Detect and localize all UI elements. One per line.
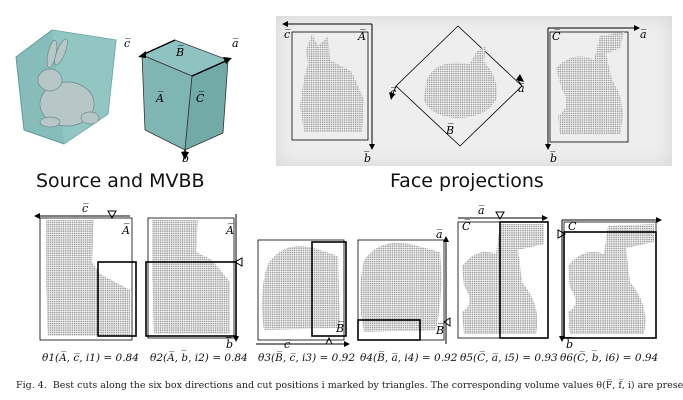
figure-caption: Fig. 4. Best cuts along the six box direc… <box>16 380 683 391</box>
proj-A-top-label: c̅ <box>284 28 291 41</box>
cut-1-top-label: c̅ <box>82 202 89 215</box>
cut-2-formula: θ2(A̅, b̅, i2) = 0.84 <box>150 352 248 364</box>
cut-1-face-label: A̅ <box>122 224 130 237</box>
proj-A-face-label: A̅ <box>358 30 366 43</box>
cut-6-face-label: C̅ <box>568 220 577 233</box>
face-label-B: B̅ <box>176 46 185 59</box>
mvbb-box-diagram <box>138 39 232 160</box>
proj-A-side-label: b̅ <box>364 152 372 165</box>
axis-label-b: b̅ <box>182 152 190 165</box>
cut-panel-4 <box>357 236 451 344</box>
figure-caption-text: Best cuts along the six box directions a… <box>52 380 683 391</box>
projection-C <box>545 25 640 150</box>
cut-5-formula: θ5(C̅, a̅, i5) = 0.93 <box>460 352 558 364</box>
cut-panel-3 <box>256 239 350 347</box>
bunny-in-box-illustration <box>15 29 117 145</box>
cut-3-side-label: c̅ <box>284 338 291 351</box>
cut-panel-2 <box>145 214 243 342</box>
cut-2-face-label: A̅ <box>226 224 234 237</box>
proj-C-top-label: a̅ <box>640 28 647 41</box>
cut-5-top-label: a̅ <box>478 204 485 217</box>
cut-2-side-label: b̅ <box>226 338 234 351</box>
proj-C-face-label: C̅ <box>552 30 561 43</box>
proj-B-face-label: B̅ <box>446 124 455 137</box>
axis-label-c: c̅ <box>124 37 131 50</box>
cut-6-side-label: b̅ <box>566 338 574 351</box>
proj-B-c-label: c̅ <box>390 86 397 99</box>
face-projections-caption: Face projections <box>390 170 544 192</box>
cut-6-formula: θ6(C̅, b̅, i6) = 0.94 <box>560 352 659 364</box>
cut-panel-6 <box>557 217 662 342</box>
face-label-A: A̅ <box>156 92 164 105</box>
projection-B <box>389 25 524 147</box>
cut-panel-5 <box>457 211 549 339</box>
figure-number: Fig. 4. <box>16 380 47 391</box>
cut-3-face-label: B̅ <box>336 322 345 335</box>
cut-panel-1 <box>34 210 137 341</box>
projection-A <box>282 21 375 150</box>
cut-4-top-label: a̅ <box>436 228 443 241</box>
cut-4-face-label: B̅ <box>436 324 445 337</box>
cut-5-face-label: C̅ <box>462 220 471 233</box>
proj-C-side-label: b̅ <box>550 152 558 165</box>
cut-4-formula: θ4(B̅, a̅, i4) = 0.92 <box>360 352 458 364</box>
cut-1-formula: θ1(A̅, c̅, i1) = 0.84 <box>42 352 139 364</box>
axis-label-a: a̅ <box>232 37 239 50</box>
source-mvbb-caption: Source and MVBB <box>36 170 205 192</box>
face-label-C: C̅ <box>196 92 205 105</box>
cut-3-formula: θ3(B̅, c̅, i3) = 0.92 <box>258 352 356 364</box>
proj-B-a-label: a̅ <box>518 82 525 95</box>
